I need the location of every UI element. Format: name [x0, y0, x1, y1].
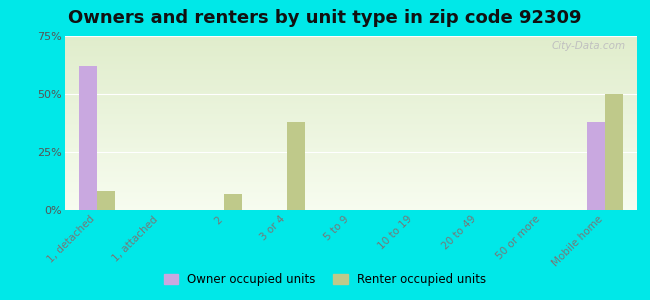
- Text: City-Data.com: City-Data.com: [551, 41, 625, 51]
- Bar: [287, 122, 306, 210]
- Legend: Owner occupied units, Renter occupied units: Owner occupied units, Renter occupied un…: [159, 269, 491, 291]
- Bar: [605, 94, 623, 210]
- Bar: [79, 66, 97, 210]
- Text: Owners and renters by unit type in zip code 92309: Owners and renters by unit type in zip c…: [68, 9, 582, 27]
- Bar: [588, 122, 605, 210]
- Bar: [224, 194, 242, 210]
- Bar: [97, 191, 114, 210]
